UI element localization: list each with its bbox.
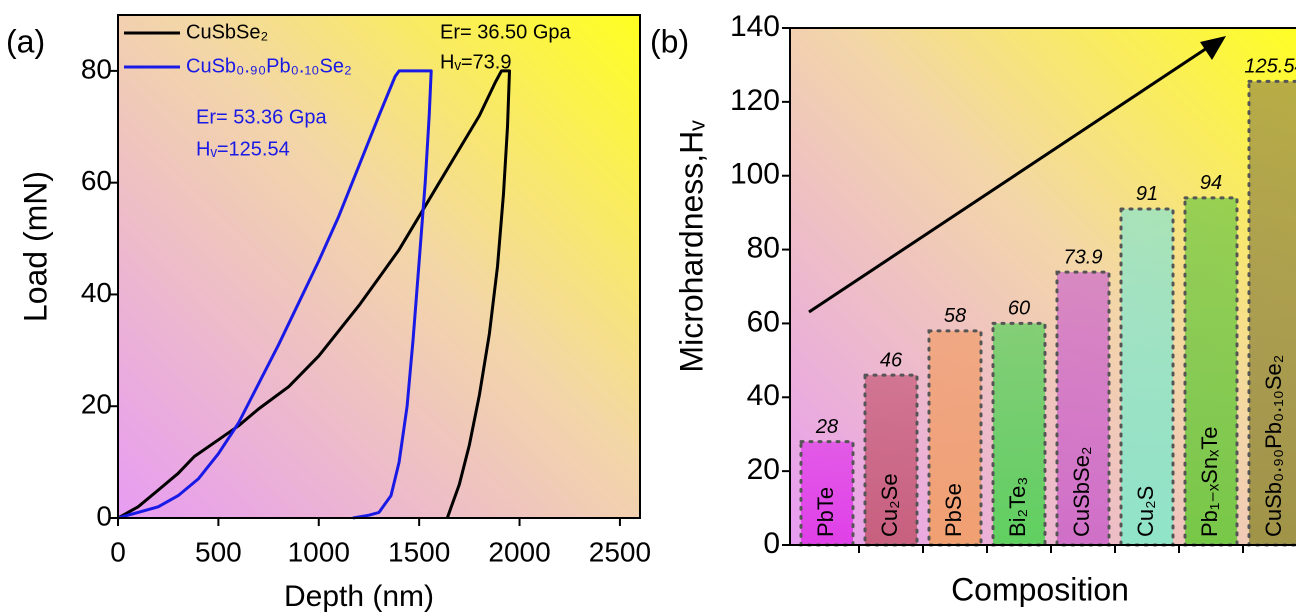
y-tick-label: 20	[747, 453, 780, 486]
y-tick-label: 60	[81, 165, 112, 196]
y-axis-label: Load (mN)	[17, 171, 53, 322]
category-label: CuSb₀.₉₀Pb₀.₁₀Se₂	[1261, 355, 1286, 537]
y-tick-label: 140	[730, 10, 780, 43]
y-tick-label: 80	[747, 231, 780, 264]
panel-label: (a)	[6, 23, 45, 59]
trend-arrow	[808, 44, 1211, 314]
plot-frame	[117, 14, 641, 519]
plot-background	[118, 15, 640, 518]
category-label: CuSbSe₂	[1069, 447, 1094, 537]
y-tick-label: 0	[763, 527, 780, 560]
category-label: Pb₁₋ₓSnₓTe	[1197, 426, 1222, 537]
value-label: 28	[815, 416, 838, 438]
y-tick-label: 0	[96, 500, 112, 531]
y-axis-label: Microhardness,Hᵥ	[673, 120, 709, 373]
x-axis-label: Composition	[951, 571, 1129, 607]
legend-label: CuSb₀.₉₀Pb₀.₁₀Se₂	[186, 55, 352, 77]
y-tick-label: 100	[730, 158, 780, 191]
panel-a: CuSbSe₂ CuSb₀.₉₀Pb₀.₁₀Se₂ 0 500 1000 1500 2000…	[6, 14, 651, 613]
legend-label: CuSbSe₂	[186, 21, 268, 43]
x-tick-label: 500	[195, 536, 242, 567]
x-axis-label: Depth (nm)	[284, 580, 434, 613]
y-tick-label: 120	[730, 84, 780, 117]
bar	[927, 329, 983, 547]
bar	[1183, 196, 1239, 547]
y-tick-label: 60	[747, 305, 780, 338]
value-label: 91	[1136, 183, 1158, 205]
annotation: Er= 36.50 Gpa	[440, 21, 572, 43]
value-label: 73.9	[1064, 246, 1103, 268]
category-label: Cu₂Se	[877, 473, 902, 537]
value-label: 60	[1008, 298, 1030, 320]
x-tick-label: 2500	[589, 536, 651, 567]
x-tick-label: 0	[110, 536, 126, 567]
y-tick-label: 40	[747, 379, 780, 412]
annotation: Er= 53.36 Gpa	[196, 106, 328, 128]
y-tick-label: 40	[81, 277, 112, 308]
arrow-head	[1200, 36, 1226, 60]
category-label: PbTe	[813, 487, 838, 537]
annotation: Hᵥ=125.54	[196, 138, 290, 160]
y-tick-label: 20	[81, 389, 112, 420]
value-label: 125.54	[1244, 56, 1296, 78]
annotation: Hᵥ=73.9	[440, 51, 511, 73]
category-label: Cu₂S	[1133, 486, 1158, 537]
x-tick-label: 1500	[388, 536, 450, 567]
panel-label: (b)	[650, 23, 689, 59]
bar	[863, 373, 919, 547]
value-label: 58	[944, 305, 966, 327]
x-tick-label: 1000	[288, 536, 350, 567]
y-tick-label: 80	[81, 53, 112, 84]
data-line	[117, 69, 511, 520]
category-label: Bi₂Te₃	[1005, 477, 1030, 537]
value-label: 94	[1200, 172, 1222, 194]
x-tick-label: 2000	[488, 536, 550, 567]
value-label: 46	[880, 349, 903, 371]
category-label: PbSe	[941, 483, 966, 537]
data-line	[117, 69, 433, 520]
panel-b: 28 PbTe 46 Cu₂Se 58 PbSe 60 Bi₂Te₃ 73.9 CuSbSe₂ 91…	[650, 10, 1296, 607]
